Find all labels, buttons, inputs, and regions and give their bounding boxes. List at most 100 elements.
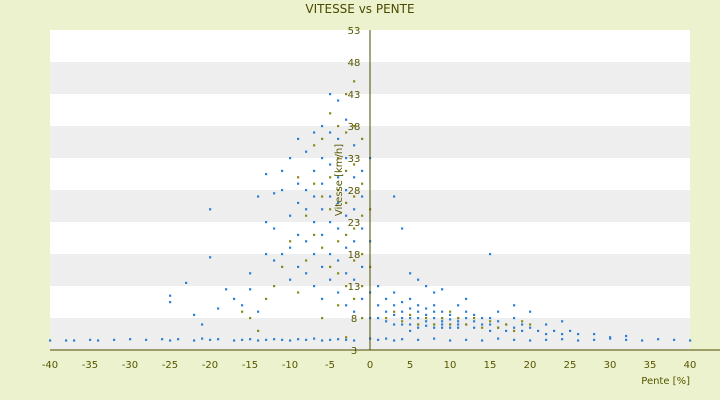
data-point [433, 317, 436, 320]
data-point [337, 240, 340, 243]
data-point [345, 189, 348, 192]
x-tick-label: 15 [484, 360, 497, 371]
data-point [561, 333, 564, 336]
data-point [161, 338, 164, 341]
data-point [321, 125, 324, 128]
data-point [233, 297, 236, 300]
data-point [321, 195, 324, 198]
data-point [449, 326, 452, 329]
data-point [241, 310, 244, 313]
data-point [409, 329, 412, 332]
data-point [353, 278, 356, 281]
data-point [377, 285, 380, 288]
data-point [289, 278, 292, 281]
data-point [345, 214, 348, 217]
data-point [257, 195, 260, 198]
data-point [329, 221, 332, 224]
data-point [689, 339, 692, 342]
data-point [337, 99, 340, 102]
data-point [305, 272, 308, 275]
data-point [465, 310, 468, 313]
data-point [353, 297, 356, 300]
data-point [497, 337, 500, 340]
data-point [441, 320, 444, 323]
data-point [305, 189, 308, 192]
data-point [569, 329, 572, 332]
data-point [297, 291, 300, 294]
data-point [249, 288, 252, 291]
data-point [409, 297, 412, 300]
data-point [345, 285, 348, 288]
data-point [521, 320, 524, 323]
y-tick-label: 43 [348, 90, 361, 101]
data-point [329, 163, 332, 166]
data-point [73, 339, 76, 342]
data-point [65, 339, 68, 342]
data-point [465, 317, 468, 320]
data-point [577, 339, 580, 342]
data-point [49, 339, 52, 342]
data-point [561, 320, 564, 323]
data-point [593, 338, 596, 341]
data-point [361, 169, 364, 172]
data-point [337, 157, 340, 160]
data-point [425, 313, 428, 316]
x-tick-label: 0 [367, 360, 373, 371]
data-point [401, 320, 404, 323]
data-point [521, 323, 524, 326]
data-point [233, 339, 236, 342]
data-point [385, 320, 388, 323]
data-point [625, 338, 628, 341]
data-point [329, 265, 332, 268]
data-point [337, 137, 340, 140]
data-point [177, 338, 180, 341]
y-tick-label: 18 [348, 250, 361, 261]
data-point [281, 338, 284, 341]
data-point [353, 80, 356, 83]
data-point [305, 150, 308, 153]
data-point [497, 310, 500, 313]
data-point [201, 323, 204, 326]
data-point [329, 253, 332, 256]
y-tick-label: 13 [348, 282, 361, 293]
data-point [609, 337, 612, 340]
data-point [465, 323, 468, 326]
data-point [409, 313, 412, 316]
data-point [201, 337, 204, 340]
y-tick-label: 53 [348, 26, 361, 37]
data-point [417, 338, 420, 341]
data-point [353, 176, 356, 179]
data-point [113, 338, 116, 341]
data-point [329, 208, 332, 211]
data-point [377, 304, 380, 307]
x-tick-label: -15 [242, 360, 258, 371]
data-point [593, 333, 596, 336]
data-point [537, 329, 540, 332]
x-tick-label: -35 [82, 360, 98, 371]
x-tick-label: -20 [202, 360, 218, 371]
data-point [417, 317, 420, 320]
data-point [513, 304, 516, 307]
data-point [385, 310, 388, 313]
data-point [361, 195, 364, 198]
data-point [441, 288, 444, 291]
data-point [265, 173, 268, 176]
data-point [457, 326, 460, 329]
data-point [489, 253, 492, 256]
data-point [281, 189, 284, 192]
data-point [473, 320, 476, 323]
data-point [433, 323, 436, 326]
data-point [289, 339, 292, 342]
data-point [409, 323, 412, 326]
data-point [425, 324, 428, 327]
data-point [409, 272, 412, 275]
data-point [305, 214, 308, 217]
data-point [353, 339, 356, 342]
data-point [321, 157, 324, 160]
data-point [449, 313, 452, 316]
data-point [273, 227, 276, 230]
data-point [417, 323, 420, 326]
data-point [313, 131, 316, 134]
data-point [361, 265, 364, 268]
data-point [313, 233, 316, 236]
